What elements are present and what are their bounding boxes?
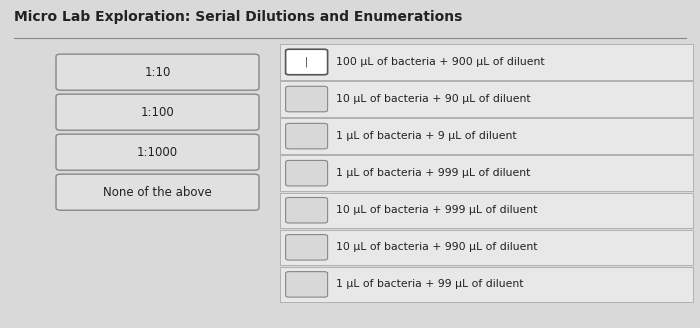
Bar (280, 81, 693, 117)
Bar (280, 118, 693, 154)
FancyBboxPatch shape (286, 49, 328, 75)
Bar (280, 193, 693, 228)
FancyBboxPatch shape (286, 272, 328, 297)
FancyBboxPatch shape (56, 134, 259, 170)
FancyBboxPatch shape (56, 174, 259, 210)
Text: 1 μL of bacteria + 9 μL of diluent: 1 μL of bacteria + 9 μL of diluent (336, 131, 517, 141)
FancyBboxPatch shape (286, 123, 328, 149)
Text: Micro Lab Exploration: Serial Dilutions and Enumerations: Micro Lab Exploration: Serial Dilutions … (14, 10, 463, 24)
Text: 100 μL of bacteria + 900 μL of diluent: 100 μL of bacteria + 900 μL of diluent (336, 57, 545, 67)
Text: 1:100: 1:100 (141, 106, 174, 119)
FancyBboxPatch shape (286, 86, 328, 112)
Text: 1:1000: 1:1000 (137, 146, 178, 159)
FancyBboxPatch shape (286, 197, 328, 223)
Text: 1 μL of bacteria + 999 μL of diluent: 1 μL of bacteria + 999 μL of diluent (336, 168, 531, 178)
FancyBboxPatch shape (56, 54, 259, 90)
Text: 1 μL of bacteria + 99 μL of diluent: 1 μL of bacteria + 99 μL of diluent (336, 279, 524, 289)
Bar (280, 230, 693, 265)
Text: 10 μL of bacteria + 990 μL of diluent: 10 μL of bacteria + 990 μL of diluent (336, 242, 538, 252)
Bar (280, 267, 693, 302)
Text: 10 μL of bacteria + 999 μL of diluent: 10 μL of bacteria + 999 μL of diluent (336, 205, 538, 215)
Text: None of the above: None of the above (103, 186, 212, 199)
Bar (280, 44, 693, 80)
FancyBboxPatch shape (286, 235, 328, 260)
Text: 1:10: 1:10 (144, 66, 171, 79)
FancyBboxPatch shape (286, 160, 328, 186)
Bar (280, 155, 693, 191)
Text: |: | (305, 57, 308, 67)
FancyBboxPatch shape (56, 94, 259, 130)
Text: 10 μL of bacteria + 90 μL of diluent: 10 μL of bacteria + 90 μL of diluent (336, 94, 531, 104)
